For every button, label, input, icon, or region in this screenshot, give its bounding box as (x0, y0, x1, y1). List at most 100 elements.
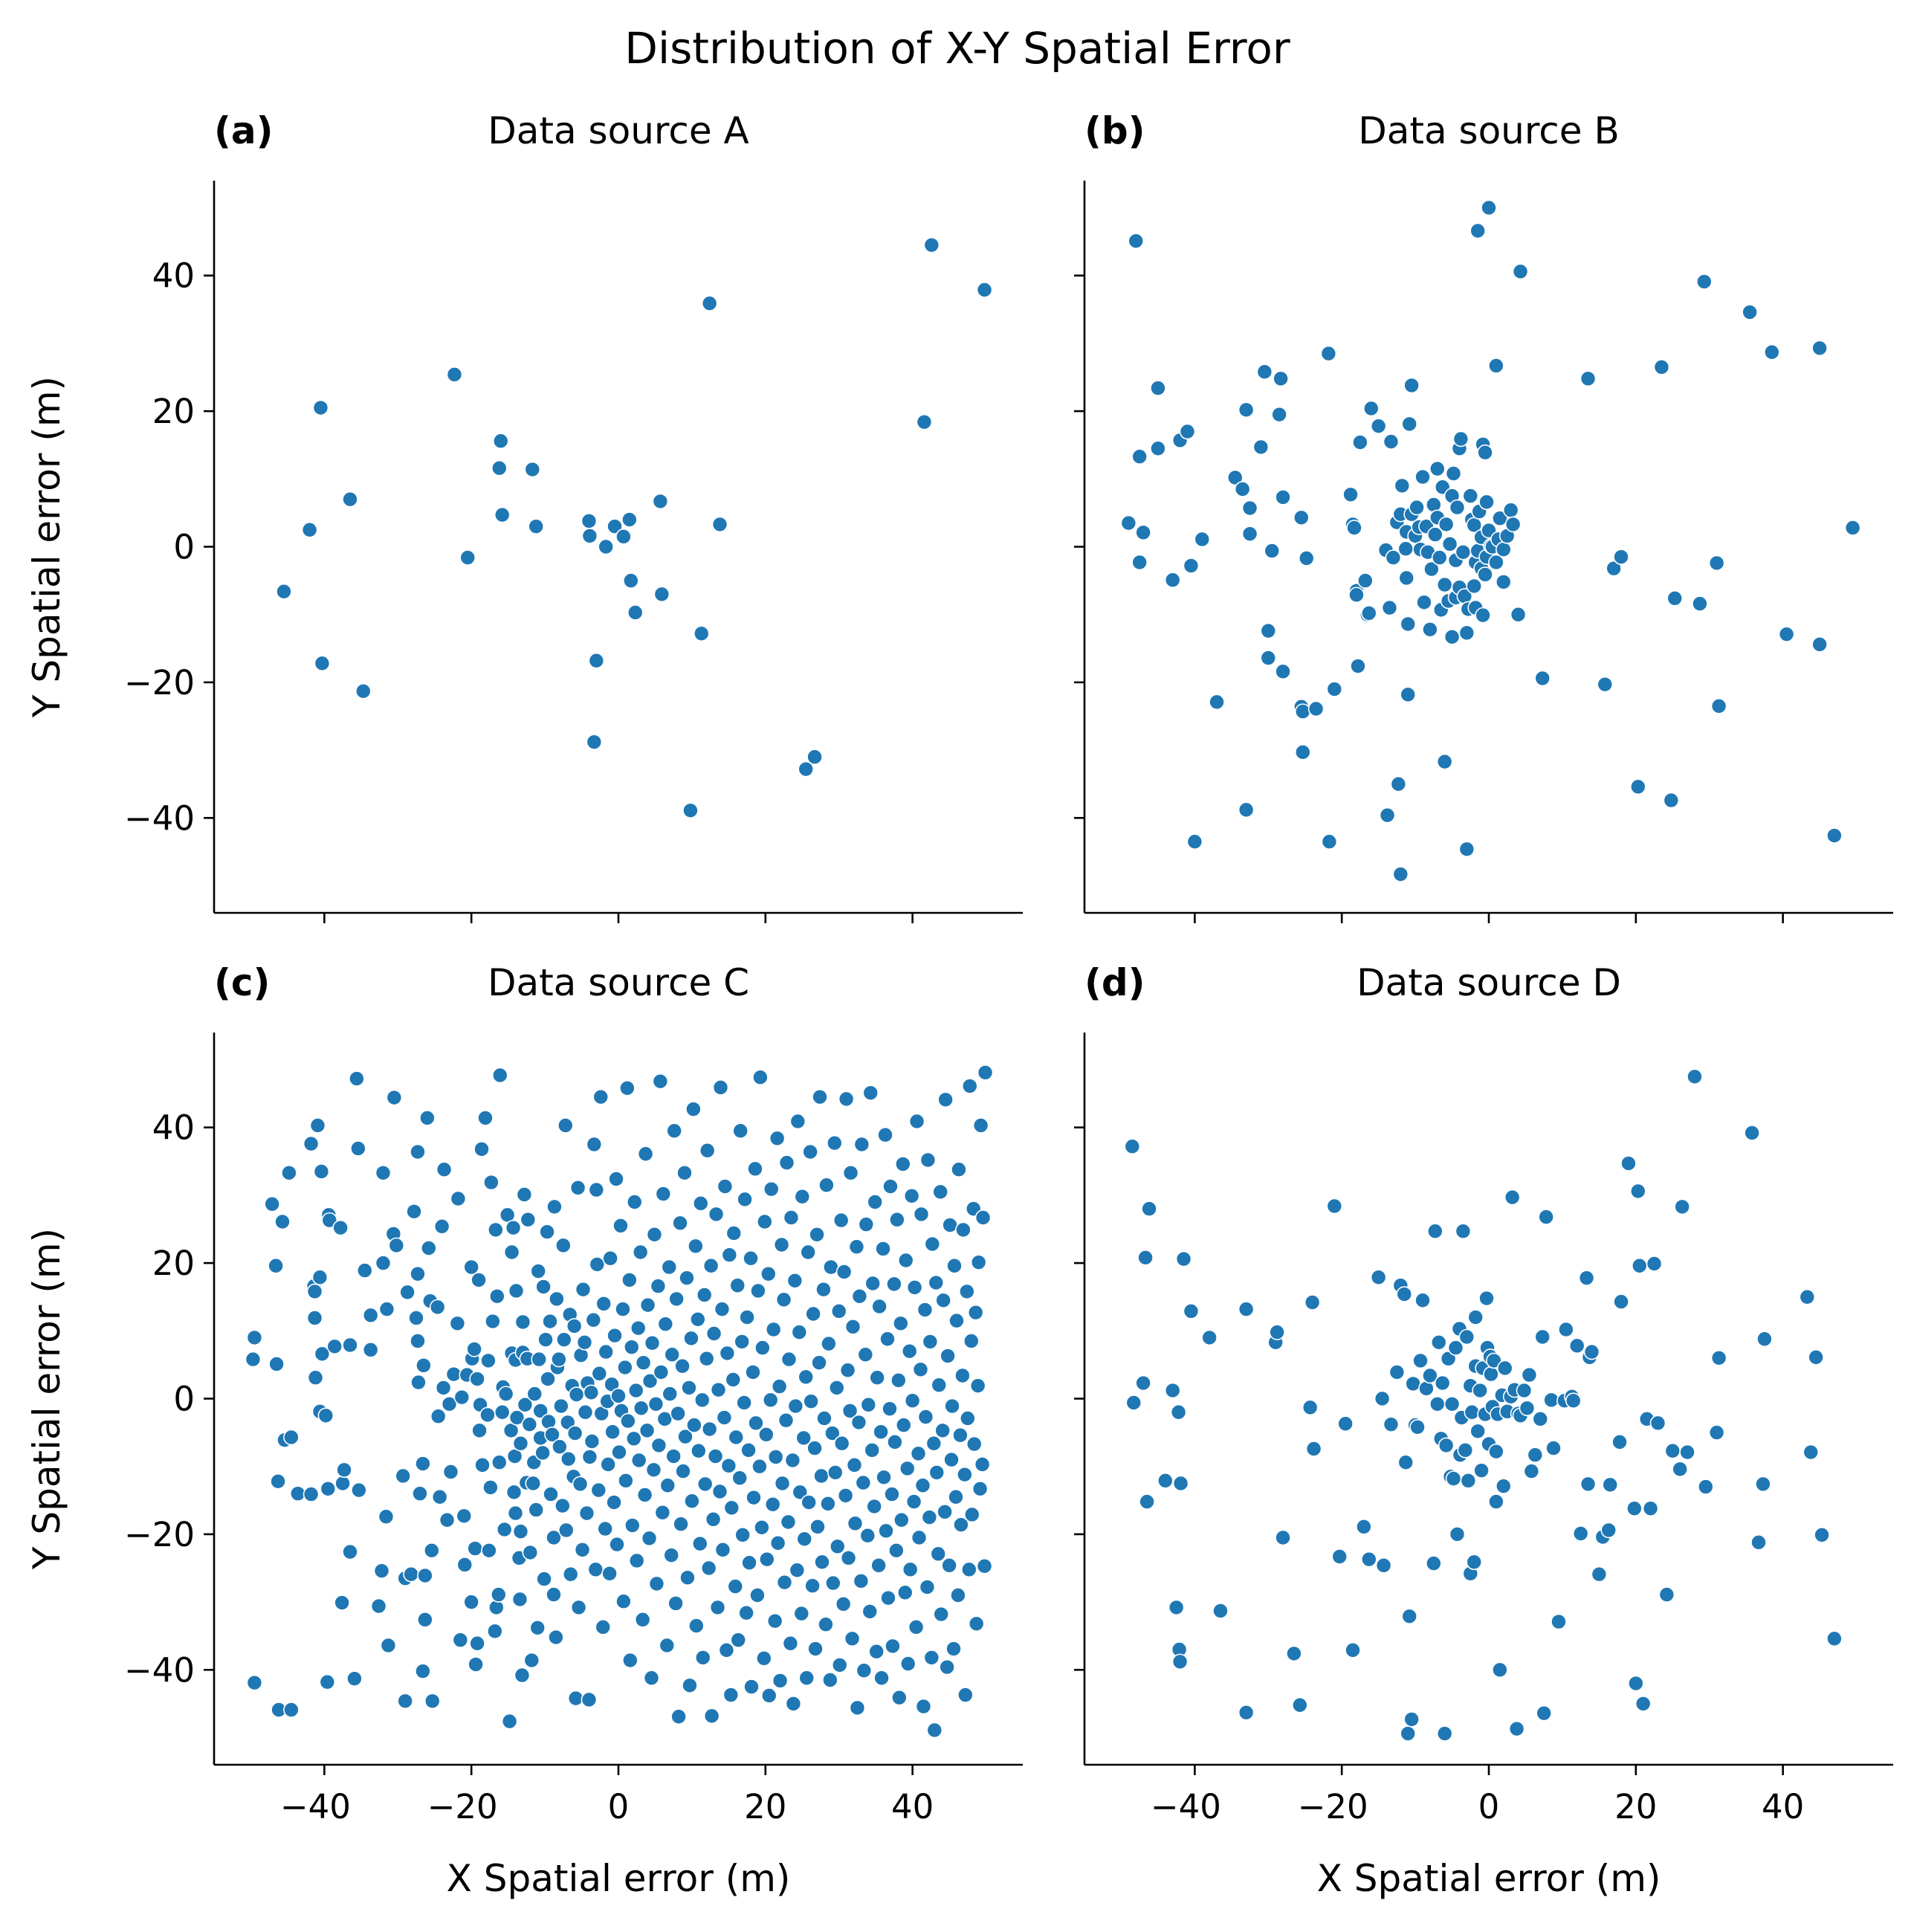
data-point (1194, 531, 1211, 548)
data-point (1458, 841, 1475, 858)
data-point (773, 1236, 790, 1253)
data-point (581, 528, 598, 544)
x-axis-label-d: X Spatial error (m) (1317, 1857, 1661, 1900)
x-tick-label-c: 20 (744, 1787, 786, 1826)
data-point (923, 236, 940, 253)
data-point (456, 1557, 473, 1573)
data-point (966, 1435, 983, 1453)
data-point (844, 1630, 861, 1647)
data-point (568, 1386, 585, 1403)
data-point (586, 734, 603, 750)
data-point (1381, 599, 1398, 616)
data-point (378, 1508, 395, 1525)
data-point (700, 1560, 717, 1577)
data-point (450, 1190, 467, 1207)
data-point (707, 1448, 724, 1464)
data-point (1470, 1423, 1486, 1440)
data-point (877, 1126, 893, 1143)
data-point (1405, 1375, 1421, 1392)
data-point (1708, 555, 1725, 572)
data-point (410, 1143, 426, 1160)
data-point (812, 1088, 828, 1105)
data-point (542, 1313, 558, 1330)
data-point (600, 1456, 616, 1473)
data-point (1269, 1324, 1285, 1340)
data-point (676, 1164, 693, 1181)
data-point (1186, 833, 1203, 850)
data-point (653, 1364, 670, 1380)
data-point (1172, 1475, 1189, 1492)
data-point (610, 1388, 627, 1404)
data-point (1519, 1400, 1536, 1417)
data-point (570, 1599, 587, 1616)
data-point (926, 1722, 943, 1739)
data-point (648, 1575, 665, 1592)
data-point (1464, 1403, 1481, 1421)
data-point (479, 1406, 496, 1424)
data-point (769, 1130, 786, 1147)
scatter-points-c (245, 1064, 994, 1739)
data-point (452, 1632, 469, 1648)
data-point (469, 1371, 485, 1387)
data-point (1536, 1705, 1552, 1722)
data-point (309, 1117, 326, 1134)
data-point (1672, 1461, 1688, 1478)
data-point (760, 1687, 777, 1704)
data-point (652, 1073, 669, 1090)
data-point (977, 1064, 994, 1081)
data-point (694, 1650, 711, 1666)
data-point (1642, 1500, 1659, 1517)
data-point (578, 1505, 595, 1522)
data-point (417, 1567, 433, 1584)
data-point (1478, 1290, 1495, 1307)
data-point (943, 1451, 960, 1468)
data-point (1458, 624, 1475, 642)
data-point (1495, 1478, 1512, 1494)
data-point (815, 1281, 832, 1298)
data-point (1120, 514, 1137, 532)
data-point (1326, 681, 1343, 697)
data-point (830, 1303, 847, 1319)
data-point (1436, 753, 1453, 770)
data-point (679, 1270, 695, 1286)
data-point (873, 1424, 889, 1440)
data-point (848, 1238, 865, 1256)
data-point (960, 1561, 977, 1578)
data-point (911, 1529, 928, 1546)
data-point (496, 1521, 513, 1538)
data-point (688, 1618, 705, 1634)
data-point (334, 1475, 351, 1492)
data-point (1379, 807, 1396, 824)
data-point (683, 1330, 699, 1347)
data-point (615, 529, 632, 545)
data-point (1628, 1675, 1644, 1692)
data-point (1626, 1500, 1643, 1517)
data-point (1135, 524, 1151, 541)
data-point (741, 1554, 757, 1571)
data-point (1409, 1419, 1426, 1435)
data-point (1307, 700, 1325, 717)
data-point (386, 1089, 403, 1106)
data-point (645, 1461, 662, 1479)
data-point (1422, 621, 1438, 638)
data-point (1252, 439, 1270, 456)
data-point (491, 1454, 508, 1471)
data-point (659, 1477, 676, 1494)
data-point (693, 625, 710, 642)
data-point (1423, 560, 1440, 578)
panel-title-d: Data source D (1357, 961, 1621, 1004)
data-point (857, 1346, 874, 1363)
data-point (1164, 1382, 1181, 1399)
data-point (1241, 526, 1258, 542)
data-point (925, 1435, 943, 1452)
data-point (784, 1452, 801, 1469)
data-point (551, 1351, 567, 1368)
y-axis-label-c: Y Spatial error (m) (25, 1228, 68, 1570)
data-point (1394, 477, 1411, 494)
data-point (674, 1357, 691, 1374)
data-point (856, 1662, 873, 1679)
data-point (1629, 1183, 1646, 1200)
data-point (860, 1396, 877, 1413)
data-point (349, 1070, 365, 1087)
data-point (362, 1307, 379, 1324)
